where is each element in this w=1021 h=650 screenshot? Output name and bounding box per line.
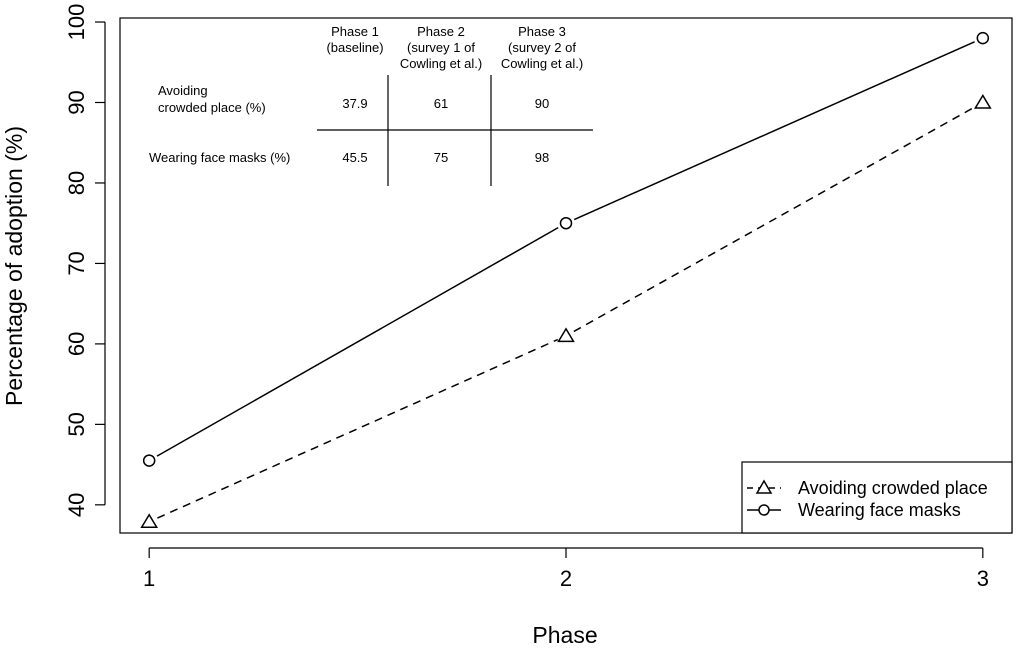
series-line-2 [573,41,975,221]
series-line-1 [157,338,559,519]
data-point-triangle [557,327,575,343]
x-tick-label: 2 [560,566,572,591]
y-tick-label: 80 [64,171,89,195]
y-tick-label: 60 [64,332,89,356]
y-axis-title: Percentage of adoption (%) [1,126,27,406]
legend-marker [758,504,770,516]
x-tick-label: 3 [977,566,989,591]
table-column-header: (baseline) [326,40,383,55]
x-axis-title: Phase [532,622,597,648]
series-line-1 [573,106,976,333]
y-tick-label: 90 [64,90,89,114]
y-tick-label: 70 [64,251,89,275]
table-column-header: Phase 2 [417,24,465,39]
data-point-circle [976,31,990,45]
y-tick-label: 40 [64,493,89,517]
table-column-header: Phase 1 [331,24,379,39]
y-tick-label: 100 [64,4,89,41]
data-point-circle [559,216,573,230]
x-tick-label: 1 [143,566,155,591]
legend-label: Wearing face masks [798,500,961,520]
legend-label: Avoiding crowded place [798,478,988,498]
table-column-header: Cowling et al.) [400,56,482,71]
data-point-circle [142,454,156,467]
table-column-header: (survey 2 of [508,40,576,55]
y-tick-label: 50 [64,412,89,436]
series-line-2 [156,226,559,457]
table-column-header: Phase 3 [518,24,566,39]
data-point-triangle [140,513,159,528]
table-cell: 98 [535,150,549,165]
table-row-label: crowded place (%) [158,100,266,115]
table-column-header: Cowling et al.) [501,56,583,71]
data-point-triangle [973,94,992,109]
table-row-label: Avoiding [158,83,208,98]
table-cell: 45.5 [342,150,367,165]
table-column-header: (survey 1 of [407,40,475,55]
table-cell: 90 [535,96,549,111]
legend-box [741,461,1013,534]
table-row-label: Wearing face masks (%) [149,150,290,165]
legend-marker [755,479,773,494]
table-cell: 37.9 [342,96,367,111]
table-cell: 75 [434,150,448,165]
plot-frame [119,17,1013,534]
table-cell: 61 [434,96,448,111]
